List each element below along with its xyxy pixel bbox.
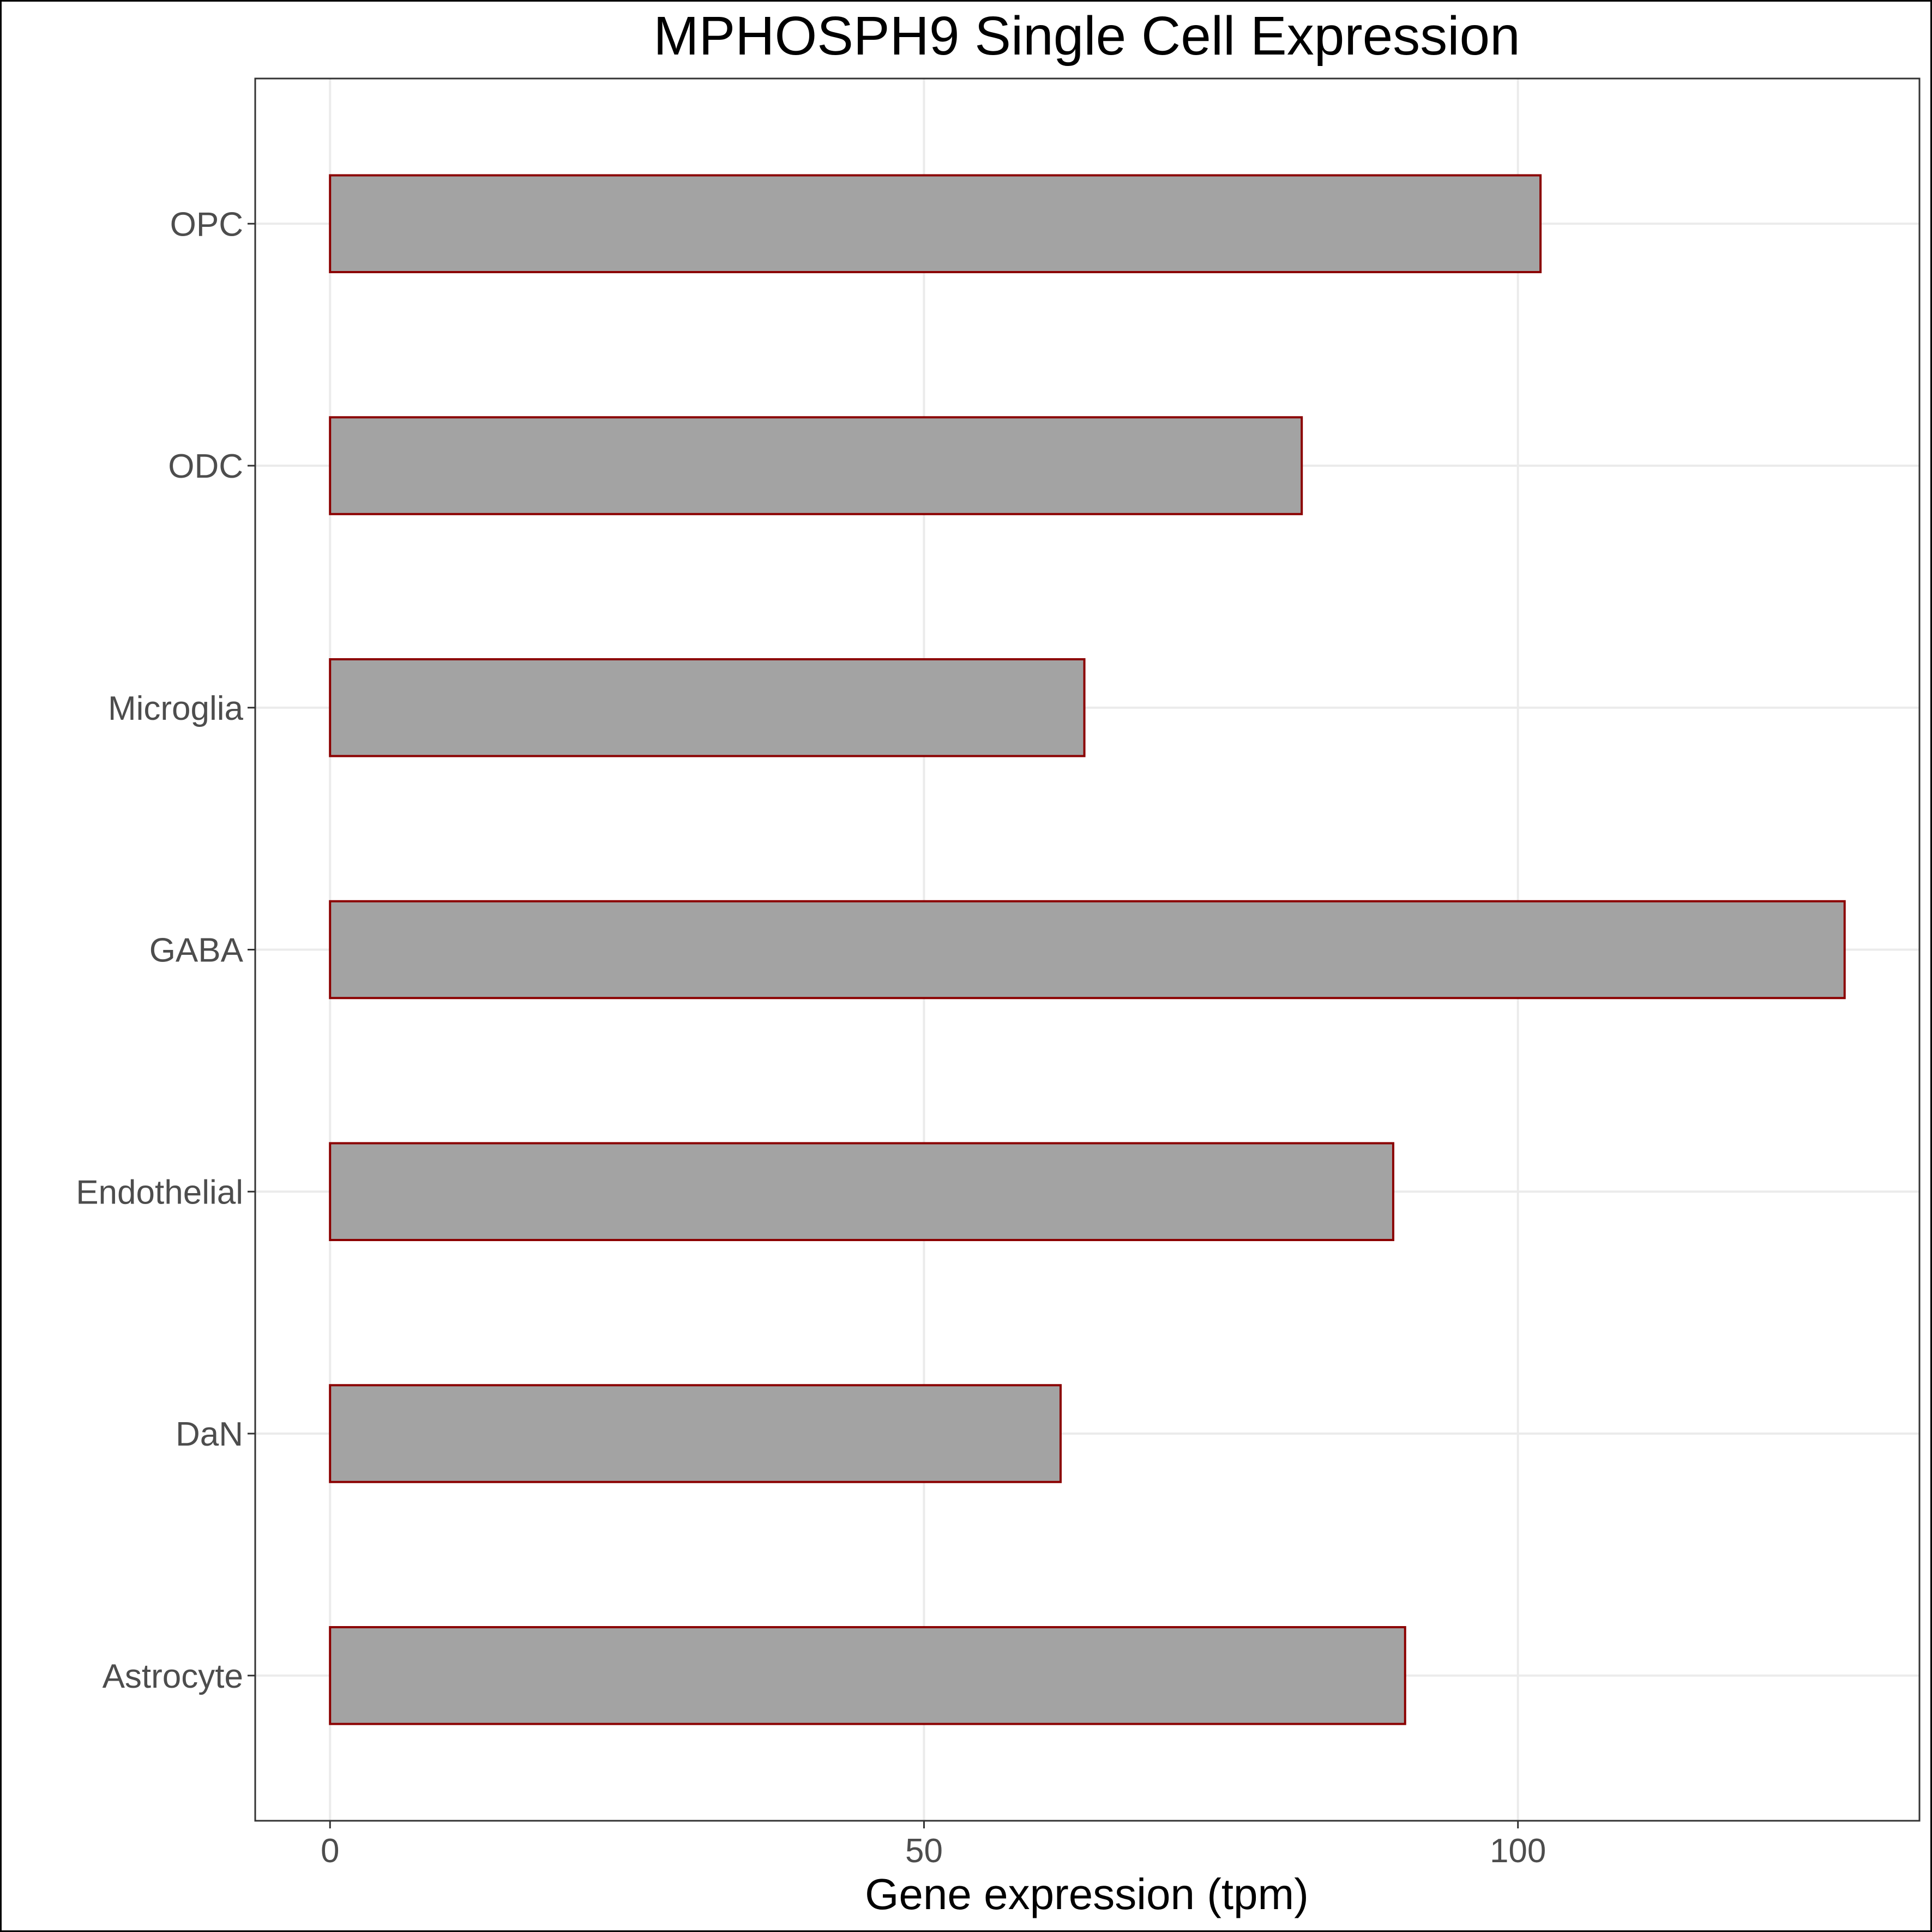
- chart-title: MPHOSPH9 Single Cell Expression: [653, 5, 1520, 67]
- bar-odc: [329, 416, 1303, 515]
- bar-astrocyte: [329, 1626, 1406, 1725]
- bar-gaba: [329, 900, 1846, 1000]
- y-tick-label: GABA: [149, 932, 244, 970]
- x-tick-label: 0: [321, 1832, 339, 1870]
- y-tick-label: DaN: [176, 1416, 243, 1453]
- y-tick-label: Microglia: [108, 690, 244, 727]
- bar-dan: [329, 1384, 1062, 1483]
- x-axis: 0 50 100: [321, 1821, 1546, 1870]
- bar-opc: [329, 174, 1542, 273]
- x-tick-label: 100: [1490, 1832, 1546, 1870]
- bar-microglia: [329, 658, 1086, 757]
- y-tick-label: OPC: [170, 206, 243, 243]
- bars: [329, 174, 1846, 1725]
- x-axis-title: Gene expression (tpm): [865, 1870, 1309, 1918]
- y-tick-label: Astrocyte: [103, 1658, 243, 1695]
- bar-endothelial: [329, 1142, 1394, 1241]
- y-axis: Astrocyte DaN Endothelial GABA Microglia ODC O…: [76, 206, 255, 1695]
- y-tick-label: ODC: [168, 448, 243, 485]
- y-tick-label: Endothelial: [76, 1173, 243, 1211]
- x-tick-label: 50: [905, 1832, 943, 1870]
